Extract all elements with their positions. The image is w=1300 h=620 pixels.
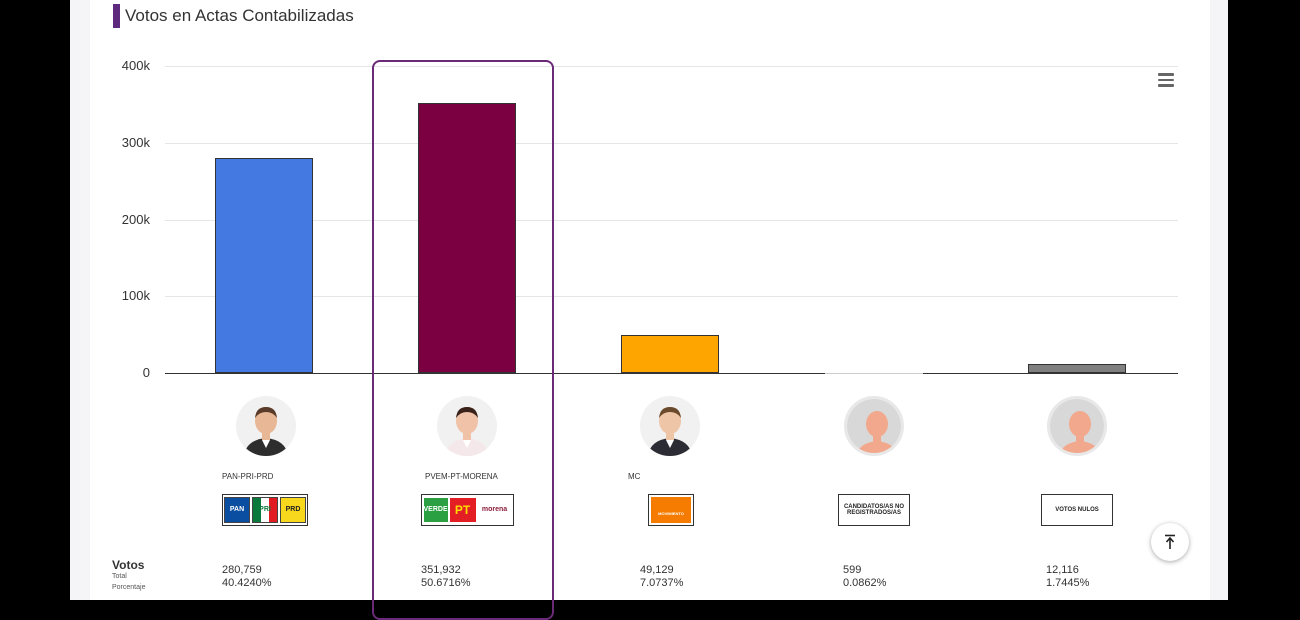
party-logo-0: PAN PRI PRD (222, 494, 308, 526)
gridline (165, 219, 1178, 221)
vote-total: 599 (843, 564, 862, 576)
candidate-photo-pvem-pt-morena (437, 396, 497, 456)
party-logo-part: MOVIMIENTO CIUDADANO (651, 497, 691, 550)
party-logo-4: VOTOS NULOS (1041, 494, 1113, 526)
scroll-top-button[interactable] (1151, 523, 1189, 561)
arrow-up-to-line-icon (1165, 534, 1175, 549)
total-label: Total (112, 573, 127, 580)
party-logo-part: CANDIDATOS/AS NO REGISTRADOS/AS (843, 504, 905, 516)
hamburger-menu-icon[interactable] (1158, 73, 1174, 87)
vote-percentage: 40.4240% (222, 577, 272, 589)
votes-header: Votos (112, 558, 145, 572)
gridline (165, 296, 1178, 298)
bar-0[interactable] (215, 157, 313, 373)
gridline (165, 142, 1178, 144)
party-logo-part: PT (449, 498, 476, 522)
party-logo-part: PRD (280, 497, 306, 523)
winner-highlight-frame (372, 60, 554, 620)
x-axis-line (165, 373, 1178, 374)
bar-2[interactable] (621, 335, 719, 373)
bar-1[interactable] (418, 102, 516, 373)
y-tick-label: 300k (121, 134, 150, 150)
vote-percentage: 7.0737% (640, 577, 684, 589)
vote-total: 12,116 (1046, 564, 1079, 576)
candidate-name: PVEM-PT-MORENA (425, 472, 498, 481)
party-logo-1: VERDE PT morena (421, 494, 514, 526)
party-logo-part: morena (477, 498, 512, 522)
vote-total: 351,932 (421, 564, 461, 576)
y-tick-label: 0 (142, 365, 150, 380)
candidate-photo-mc (640, 396, 700, 456)
vote-percentage: 50.6716% (421, 577, 471, 589)
y-tick-label: 400k (121, 58, 150, 73)
party-logo-part: PAN (224, 497, 250, 523)
candidate-name: MC (628, 472, 641, 481)
party-logo-part: PRI (252, 497, 278, 523)
vote-percentage: 1.7445% (1046, 577, 1090, 589)
vote-percentage: 0.0862% (843, 577, 887, 589)
gridline (165, 66, 1178, 67)
bar-3[interactable] (825, 372, 923, 373)
chart-title: Votos en Actas Contabilizadas (125, 6, 354, 25)
y-tick-label: 100k (121, 288, 150, 304)
candidate-photo-pan-pri-prd (236, 396, 296, 456)
y-tick-label: 200k (121, 211, 150, 227)
party-logo-part: VERDE (423, 498, 448, 522)
vote-total: 49,129 (640, 564, 674, 576)
title-accent-bar (113, 4, 120, 28)
bar-4[interactable] (1028, 363, 1126, 373)
candidate-name: PAN-PRI-PRD (222, 472, 274, 481)
placeholder-avatar-null-votes (1047, 396, 1107, 456)
percentage-label: Porcentaje (112, 584, 146, 591)
vote-total: 280,759 (222, 564, 262, 576)
party-logo-2: MOVIMIENTO CIUDADANO (648, 494, 694, 550)
party-logo-3: CANDIDATOS/AS NO REGISTRADOS/AS (838, 494, 910, 526)
party-logo-part: VOTOS NULOS (1055, 507, 1099, 513)
placeholder-avatar-unregistered (844, 396, 904, 456)
